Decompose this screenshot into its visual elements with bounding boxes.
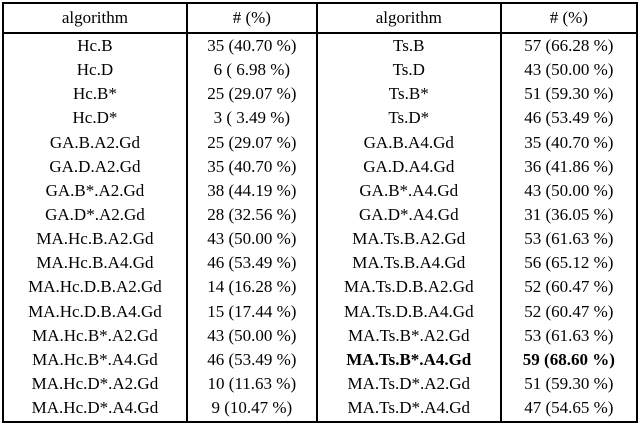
algorithm-cell: MA.Hc.B.A2.Gd <box>36 229 154 249</box>
result-cell: 43 (50.00 %) <box>499 179 637 204</box>
table-row: Hc.B 35 (40.70 %) Ts.B 57 (66.28 %) <box>3 33 637 59</box>
result-cell: 3 ( 3.49 %) <box>185 106 317 131</box>
result-cell: 35 (40.70 %) <box>185 33 317 59</box>
algorithm-cell: MA.Ts.B*.A2.Gd <box>315 323 501 349</box>
algorithm-cell: GA.B*.A2.Gd <box>45 180 145 200</box>
result-cell: 15 (17.44 %) <box>185 299 317 324</box>
table-row: MA.Hc.D*.A2.Gd 10 (11.63 %) MA.Ts.D*.A2.Gd… <box>3 372 637 397</box>
algorithm-cell: GA.D.A2.Gd <box>49 156 141 176</box>
result-cell: 14 (16.28 %) <box>185 275 317 300</box>
algorithm-cell: GA.B.A4.Gd <box>315 130 501 155</box>
result-cell: 51 (59.30 %) <box>499 82 637 107</box>
algorithm-cell: MA.Hc.D*.A2.Gd <box>31 373 159 393</box>
algorithm-cell: MA.Hc.B*.A4.Gd <box>32 349 158 369</box>
result-cell: 47 (54.65 %) <box>499 396 637 422</box>
table-body: Hc.B 35 (40.70 %) Ts.B 57 (66.28 %) Hc.D 6 ( … <box>3 33 637 422</box>
result-cell: 10 (11.63 %) <box>185 372 317 397</box>
algorithm-cell: GA.D*.A4.Gd <box>315 203 501 228</box>
algorithm-cell: GA.B.A2.Gd <box>49 132 141 152</box>
table-row: GA.D.A2.Gd 35 (40.70 %) GA.D.A4.Gd 36 (41.8… <box>3 155 637 180</box>
result-cell: 35 (40.70 %) <box>185 155 317 180</box>
table-row: GA.B*.A2.Gd 38 (44.19 %) GA.B*.A4.Gd 43 (50… <box>3 179 637 204</box>
algorithm-cell: GA.D.A4.Gd <box>315 155 501 180</box>
result-cell: 9 (10.47 %) <box>185 396 317 422</box>
result-cell: 46 (53.49 %) <box>185 251 317 276</box>
result-cell: 36 (41.86 %) <box>499 155 637 180</box>
algorithm-cell: MA.Hc.B.A4.Gd <box>36 253 154 273</box>
table-row: Hc.D* 3 ( 3.49 %) Ts.D* 46 (53.49 %) <box>3 106 637 131</box>
result-cell: 53 (61.63 %) <box>499 227 637 252</box>
algorithm-cell: MA.Hc.D*.A4.Gd <box>31 398 159 418</box>
algorithm-cell: Hc.D <box>76 60 114 80</box>
table-row: MA.Hc.D*.A4.Gd 9 (10.47 %) MA.Ts.D*.A4.Gd 4… <box>3 396 637 422</box>
table-row: GA.D*.A2.Gd 28 (32.56 %) GA.D*.A4.Gd 31 (36… <box>3 203 637 228</box>
result-cell: 43 (50.00 %) <box>185 323 317 349</box>
algorithm-cell: Ts.B* <box>315 82 501 107</box>
header-count-left: # (%) <box>185 3 317 34</box>
result-cell: 59 (68.60 %) <box>499 348 637 373</box>
table-header: algorithm # (%) algorithm # (%) <box>3 3 637 34</box>
algorithm-cell: MA.Ts.B*.A4.Gd <box>315 348 501 373</box>
results-table: algorithm # (%) algorithm # (%) Hc.B 35 (… <box>2 2 638 423</box>
table-row: MA.Hc.B.A4.Gd 46 (53.49 %) MA.Ts.B.A4.Gd 56… <box>3 251 637 276</box>
table-row: MA.Hc.B*.A4.Gd 46 (53.49 %) MA.Ts.B*.A4.Gd… <box>3 348 637 373</box>
algorithm-cell: Ts.D* <box>315 106 501 131</box>
table-row: MA.Hc.B.A2.Gd 43 (50.00 %) MA.Ts.B.A2.Gd 53… <box>3 227 637 252</box>
algorithm-cell: Ts.D <box>315 58 501 83</box>
table-row: MA.Hc.D.B.A4.Gd 15 (17.44 %) MA.Ts.D.B.A4.… <box>3 299 637 324</box>
algorithm-cell: MA.Hc.D.B.A2.Gd <box>28 277 162 297</box>
result-cell: 57 (66.28 %) <box>499 33 637 59</box>
algorithm-cell: MA.Ts.D.B.A4.Gd <box>315 299 501 324</box>
result-cell: 38 (44.19 %) <box>185 179 317 204</box>
result-cell: 28 (32.56 %) <box>185 203 317 228</box>
result-cell: 53 (61.63 %) <box>499 323 637 349</box>
algorithm-cell: MA.Hc.D.B.A4.Gd <box>28 301 162 321</box>
algorithm-cell: MA.Ts.B.A4.Gd <box>315 251 501 276</box>
result-cell: 43 (50.00 %) <box>185 227 317 252</box>
algorithm-cell: Hc.D* <box>72 108 118 128</box>
algorithm-cell: MA.Ts.D.B.A2.Gd <box>315 275 501 300</box>
header-algorithm-right: algorithm <box>315 3 501 34</box>
table-row: GA.B.A2.Gd 25 (29.07 %) GA.B.A4.Gd 35 (40.7… <box>3 130 637 155</box>
result-cell: 52 (60.47 %) <box>499 299 637 324</box>
header-algorithm-left: algorithm <box>3 3 187 34</box>
result-cell: 52 (60.47 %) <box>499 275 637 300</box>
algorithm-cell: MA.Ts.B.A2.Gd <box>315 227 501 252</box>
result-cell: 46 (53.49 %) <box>499 106 637 131</box>
algorithm-cell: Hc.B <box>77 35 113 55</box>
result-cell: 35 (40.70 %) <box>499 130 637 155</box>
result-cell: 31 (36.05 %) <box>499 203 637 228</box>
algorithm-cell: GA.D*.A2.Gd <box>45 205 145 224</box>
header-count-right: # (%) <box>499 3 637 34</box>
table-row: Hc.B* 25 (29.07 %) Ts.B* 51 (59.30 %) <box>3 82 637 107</box>
result-cell: 56 (65.12 %) <box>499 251 637 276</box>
algorithm-cell: MA.Ts.D*.A4.Gd <box>315 396 501 422</box>
algorithm-cell: Hc.B* <box>72 84 117 104</box>
algorithm-cell: MA.Hc.B*.A2.Gd <box>32 325 158 345</box>
result-cell: 25 (29.07 %) <box>185 130 317 155</box>
result-cell: 6 ( 6.98 %) <box>185 58 317 83</box>
result-cell: 51 (59.30 %) <box>499 372 637 397</box>
table-row: MA.Hc.D.B.A2.Gd 14 (16.28 %) MA.Ts.D.B.A2.… <box>3 275 637 300</box>
algorithm-cell: Ts.B <box>315 33 501 59</box>
table-row: Hc.D 6 ( 6.98 %) Ts.D 43 (50.00 %) <box>3 58 637 83</box>
algorithm-cell: GA.B*.A4.Gd <box>315 179 501 204</box>
result-cell: 46 (53.49 %) <box>185 348 317 373</box>
result-cell: 43 (50.00 %) <box>499 58 637 83</box>
result-cell: 25 (29.07 %) <box>185 82 317 107</box>
table-row: MA.Hc.B*.A2.Gd 43 (50.00 %) MA.Ts.B*.A2.Gd… <box>3 323 637 349</box>
algorithm-cell: MA.Ts.D*.A2.Gd <box>315 372 501 397</box>
header-row: algorithm # (%) algorithm # (%) <box>3 3 637 34</box>
